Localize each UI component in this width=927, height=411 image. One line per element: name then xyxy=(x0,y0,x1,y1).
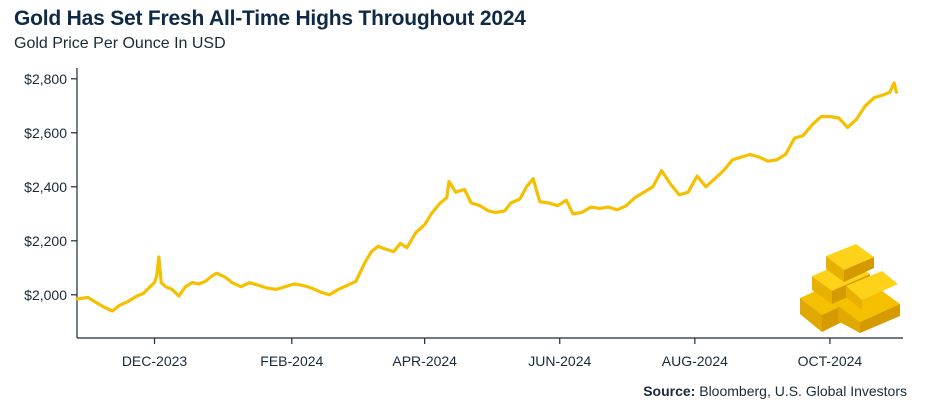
x-tick-label: AUG-2024 xyxy=(662,353,728,369)
y-tick-label: $2,400 xyxy=(24,179,67,195)
y-tick-label: $2,200 xyxy=(24,233,67,249)
x-tick-label: JUN-2024 xyxy=(528,353,591,369)
y-tick-label: $2,000 xyxy=(24,287,67,303)
source-note: Source: Bloomberg, U.S. Global Investors xyxy=(643,383,907,399)
x-tick-label: OCT-2024 xyxy=(798,353,863,369)
x-tick-label: FEB-2024 xyxy=(260,353,323,369)
chart-subtitle: Gold Price Per Ounce In USD xyxy=(14,35,226,52)
plot-area xyxy=(75,81,898,313)
chart-title: Gold Has Set Fresh All-Time Highs Throug… xyxy=(14,7,526,30)
source-text: Bloomberg, U.S. Global Investors xyxy=(699,383,907,399)
gold-bars-icon xyxy=(800,244,900,333)
x-tick-label: APR-2024 xyxy=(392,353,457,369)
series-line-gold-price xyxy=(75,81,898,313)
y-tick-label: $2,800 xyxy=(24,71,67,87)
chart-axes: $2,000 $2,200 $2,400 $2,600 $2,800 DEC-2023 FE… xyxy=(24,68,903,369)
x-tick-label: DEC-2023 xyxy=(122,353,188,369)
source-label: Source: xyxy=(643,383,696,399)
y-tick-label: $2,600 xyxy=(24,125,67,141)
